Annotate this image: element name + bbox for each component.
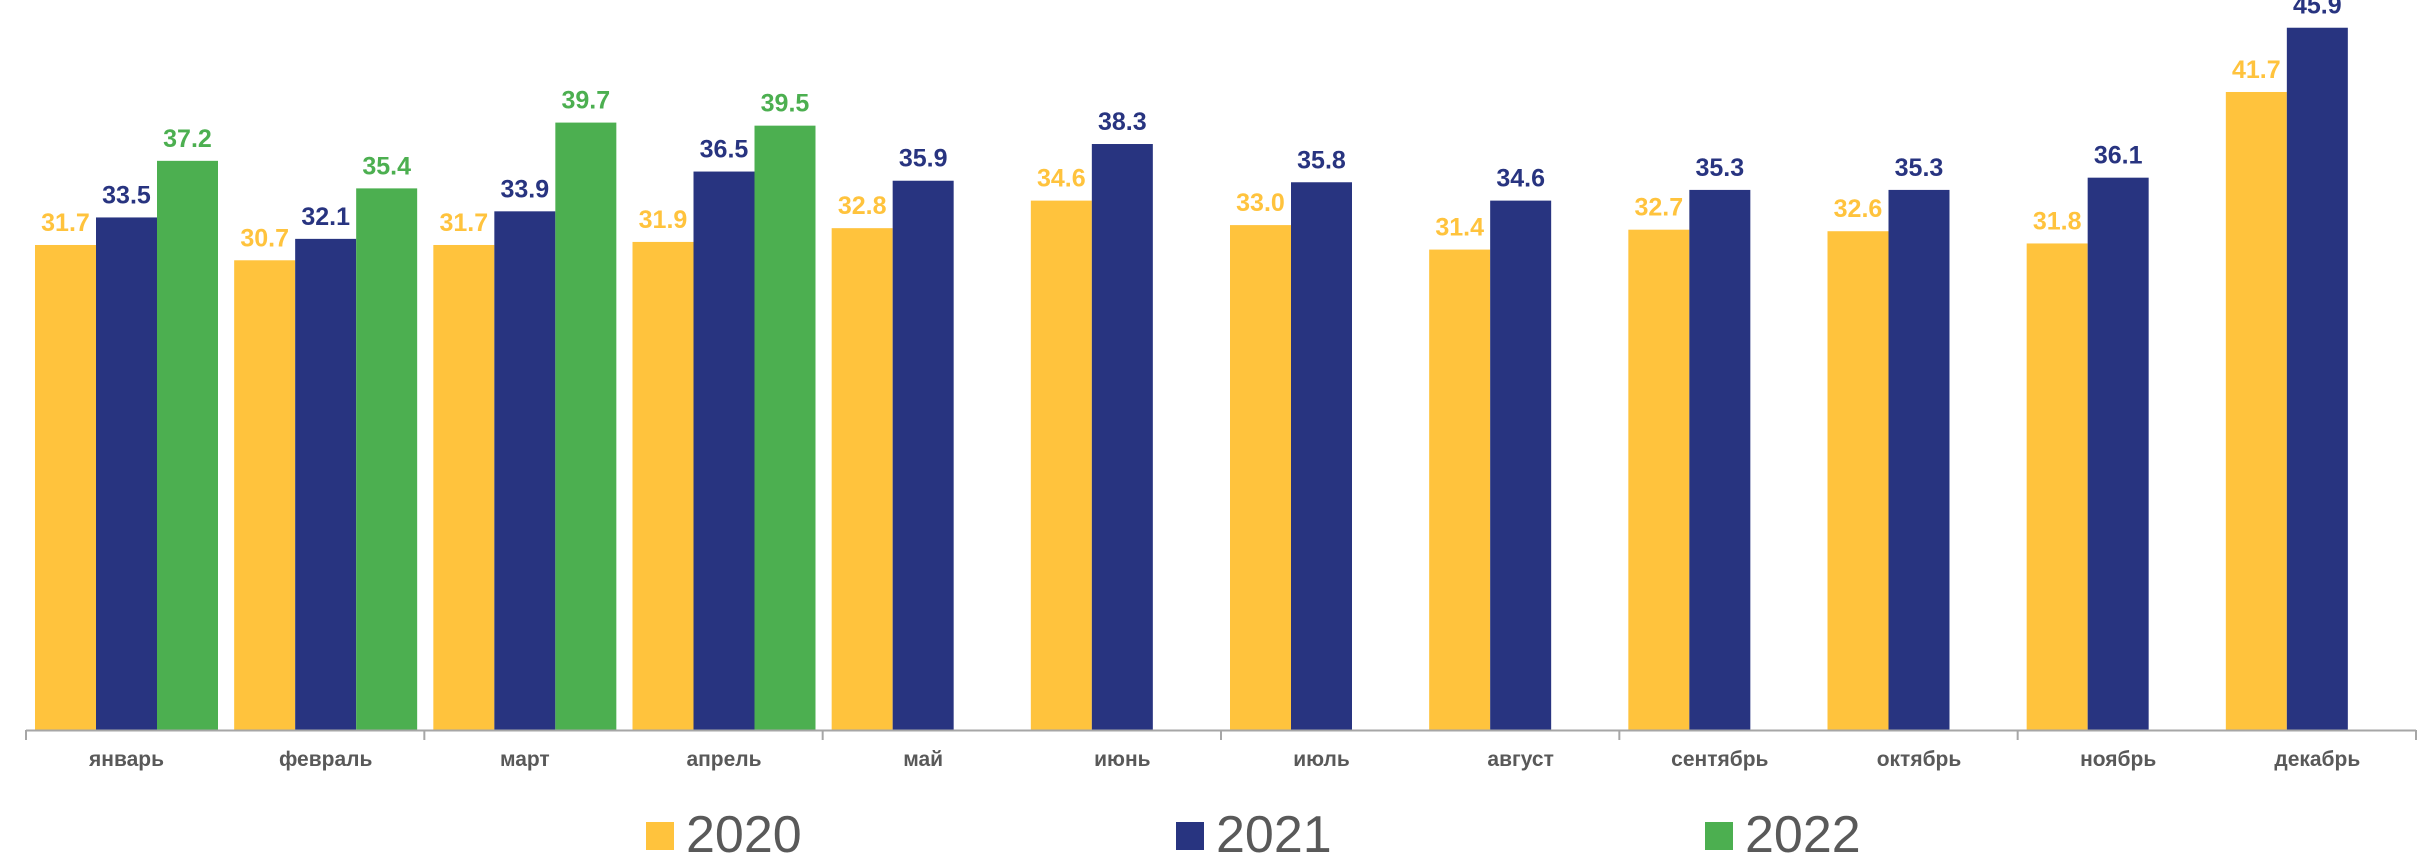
x-tick-label: июль bbox=[1293, 748, 1350, 771]
bar-2020-ноябрь bbox=[2026, 243, 2088, 730]
bar-2021-июль bbox=[1291, 182, 1352, 730]
data-label-2022-февраль: 35.4 bbox=[362, 152, 411, 180]
x-tick-label: апрель bbox=[686, 748, 761, 771]
bar-2021-май bbox=[892, 180, 954, 731]
legend-swatch-2021 bbox=[1176, 822, 1204, 850]
bar-2020-январь bbox=[35, 244, 96, 731]
bar-2021-октябрь bbox=[1888, 189, 1950, 730]
x-tick-label: июнь bbox=[1094, 748, 1151, 771]
data-label-2021-ноябрь: 36.1 bbox=[2094, 142, 2143, 170]
bar-2020-февраль bbox=[234, 260, 296, 730]
x-tick-label: ноябрь bbox=[2080, 748, 2156, 771]
x-tick-label: январь bbox=[88, 748, 164, 771]
bar-2022-январь bbox=[157, 160, 218, 731]
bar-2021-февраль bbox=[295, 238, 357, 730]
data-label-2020-апрель: 31.9 bbox=[639, 206, 688, 234]
x-tick-label: август bbox=[1487, 748, 1553, 771]
data-label-2021-сентябрь: 35.3 bbox=[1695, 154, 1744, 182]
data-label-2021-октябрь: 35.3 bbox=[1895, 154, 1944, 182]
legend-swatch-2022 bbox=[1705, 822, 1733, 850]
bar-2021-апрель bbox=[693, 171, 755, 731]
bar-2021-сентябрь bbox=[1689, 189, 1751, 730]
legend-label-2021: 2021 bbox=[1216, 806, 1332, 855]
bar-2020-сентябрь bbox=[1628, 229, 1690, 730]
data-label-2021-март: 33.9 bbox=[500, 175, 549, 203]
data-label-2022-январь: 37.2 bbox=[163, 125, 212, 153]
bars-layer bbox=[35, 27, 2348, 731]
data-labels-layer: 31.7 33.5 37.2 30.7 32.1 35.4 31.7 33.9 39.7 31.9… bbox=[41, 0, 2342, 252]
bar-2022-апрель bbox=[754, 125, 816, 730]
data-label-2020-август: 31.4 bbox=[1435, 214, 1484, 242]
legend-label-2022: 2022 bbox=[1745, 806, 1861, 855]
data-label-2020-май: 32.8 bbox=[838, 192, 887, 220]
bar-2020-декабрь bbox=[2225, 91, 2287, 731]
data-label-2022-апрель: 39.5 bbox=[761, 90, 810, 118]
x-tick-label: сентябрь bbox=[1671, 748, 1768, 771]
data-label-2021-февраль: 32.1 bbox=[301, 203, 350, 231]
data-label-2021-январь: 33.5 bbox=[102, 181, 151, 209]
bar-2021-март bbox=[494, 211, 556, 730]
x-tick-label: октябрь bbox=[1877, 748, 1962, 771]
legend-swatch-2020 bbox=[646, 822, 674, 850]
bar-2021-август bbox=[1490, 200, 1552, 730]
data-label-2020-июль: 33.0 bbox=[1236, 189, 1285, 217]
x-tick-label: май bbox=[903, 748, 943, 771]
bar-2020-апрель bbox=[632, 241, 694, 730]
bar-2020-март bbox=[433, 244, 495, 731]
data-label-2020-март: 31.7 bbox=[439, 209, 488, 237]
x-tick-label: декабрь bbox=[2274, 748, 2360, 771]
bar-2021-ноябрь bbox=[2087, 177, 2149, 731]
data-label-2021-июль: 35.8 bbox=[1297, 146, 1346, 174]
data-label-2021-май: 35.9 bbox=[899, 145, 948, 173]
data-label-2021-август: 34.6 bbox=[1496, 165, 1545, 193]
bar-2020-август bbox=[1429, 249, 1491, 730]
x-tick-label: февраль bbox=[279, 748, 373, 771]
data-label-2021-июнь: 38.3 bbox=[1098, 108, 1147, 136]
data-label-2020-январь: 31.7 bbox=[41, 209, 90, 237]
bar-2020-июль bbox=[1230, 225, 1291, 730]
x-axis: январь февраль март апрель май июнь июль август… bbox=[25, 729, 2417, 771]
bar-2021-декабрь bbox=[2286, 27, 2348, 731]
data-label-2020-февраль: 30.7 bbox=[240, 224, 289, 252]
data-label-2021-апрель: 36.5 bbox=[700, 136, 749, 164]
legend: 2020 2021 2022 bbox=[646, 806, 1861, 855]
data-label-2020-октябрь: 32.6 bbox=[1834, 195, 1883, 223]
data-label-2021-декабрь: 45.9 bbox=[2293, 0, 2342, 20]
data-label-2020-ноябрь: 31.8 bbox=[2033, 207, 2082, 235]
bar-2021-январь bbox=[96, 217, 157, 730]
data-label-2022-март: 39.7 bbox=[561, 87, 610, 115]
bar-2020-октябрь bbox=[1827, 231, 1889, 730]
bar-2022-февраль bbox=[356, 188, 418, 730]
data-label-2020-июнь: 34.6 bbox=[1037, 165, 1086, 193]
bar-2020-июнь bbox=[1030, 200, 1092, 730]
data-label-2020-сентябрь: 32.7 bbox=[1634, 194, 1683, 222]
legend-label-2020: 2020 bbox=[686, 806, 802, 855]
data-label-2020-декабрь: 41.7 bbox=[2232, 56, 2281, 84]
bar-2022-март bbox=[555, 122, 617, 731]
bar-2020-май bbox=[831, 228, 893, 730]
bar-2021-июнь bbox=[1091, 144, 1153, 730]
x-tick-label: март bbox=[500, 748, 550, 771]
